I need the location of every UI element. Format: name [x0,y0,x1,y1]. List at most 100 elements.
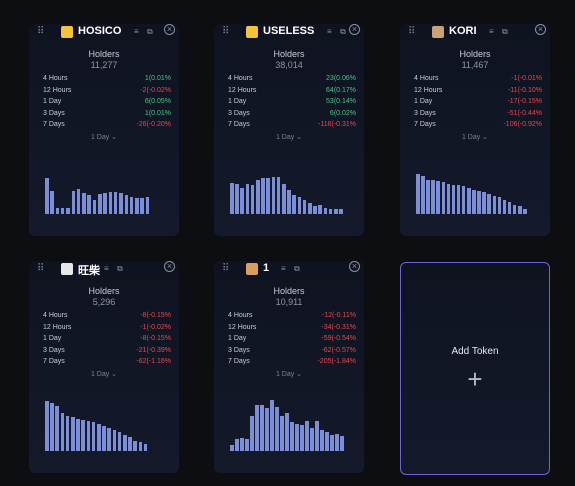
stat-change-value: 64(0.17% [326,86,356,94]
token-name: 1 [263,262,270,274]
chart-bar [108,192,113,214]
chart-bar [240,187,244,214]
menu-icon[interactable]: ≡ [134,27,139,36]
close-icon[interactable]: × [349,261,360,272]
holders-count: 10,911 [275,297,303,307]
stat-change-value: -17(-0.15% [507,98,542,105]
holders-label: Holders [459,49,491,59]
stat-period-label: 7 Days [228,121,250,128]
token-logo-icon [246,263,258,275]
close-icon[interactable]: × [164,24,175,35]
close-icon[interactable]: × [535,24,546,35]
stat-change-value: 6(0.02% [329,109,356,117]
chart-bar [340,435,344,451]
chart-bar [287,190,291,214]
stat-row: 3 Days 1(0.01% [43,110,171,122]
copy-icon[interactable]: ⧉ [117,264,123,273]
drag-handle-icon[interactable]: ⠿ [408,26,415,37]
period-dropdown[interactable]: 1 Day ⌄ [90,134,118,141]
chart-bar [140,198,144,214]
stat-period-label: 12 Hours [228,323,257,331]
chart-bar [300,425,304,451]
chart-bar [145,196,150,214]
holders-bar-chart [228,381,346,451]
period-dropdown[interactable]: 1 Day ⌄ [90,371,118,378]
menu-icon[interactable]: ≡ [281,264,286,273]
chart-bar [292,194,296,214]
chart-bar [87,195,91,214]
period-dropdown[interactable]: 1 Day ⌄ [275,134,303,141]
chart-bar [138,441,143,451]
holders-count: 38,014 [275,60,303,70]
stat-period-label: 1 Day [43,98,62,105]
stat-period-label: 7 Days [43,358,65,365]
token-card[interactable]: ⠿ HOSICO ≡ ⧉ × Holders 11,277 4 Hours 1(… [29,24,179,236]
stat-period-label: 1 Day [228,98,247,105]
token-logo-icon [61,263,73,275]
copy-icon[interactable]: ⧉ [340,27,346,36]
chart-bar [117,432,122,451]
holder-change-stats: 4 Hours -1(-0.01% 12 Hours -11(-0.10% 1 … [414,75,542,133]
chart-bar [261,178,265,214]
chart-bar [431,179,435,214]
drag-handle-icon[interactable]: ⠿ [37,26,44,37]
stat-change-value: -62(-0.57% [321,346,356,354]
plus-icon: + [467,364,483,394]
stat-change-value: -1(-0.01% [511,75,542,82]
stat-change-value: 23(0.06% [326,75,356,82]
stat-change-value: -62(-1.16% [136,358,171,365]
chart-bar [472,189,476,214]
chart-bar [128,437,132,451]
chart-bar [318,205,322,214]
stat-period-label: 4 Hours [43,312,68,319]
stat-row: 4 Hours 1(0.01% [43,75,171,87]
chart-bar [497,197,502,214]
period-dropdown[interactable]: 1 Day ⌄ [461,134,489,141]
copy-icon[interactable]: ⧉ [147,27,153,36]
stat-row: 7 Days -118(-0.31% [228,121,356,133]
menu-icon[interactable]: ≡ [104,264,109,273]
chart-bar [113,192,118,214]
chart-bar [112,430,117,451]
token-card[interactable]: ⠿ 旺柴 ≡ ⧉ × Holders 5,296 4 Hours -8(-0.1… [29,261,179,473]
chart-bar [441,182,446,214]
stat-row: 3 Days -62(-0.57% [228,347,356,359]
chart-bar [313,206,317,214]
stat-change-value: -59(-0.54% [321,335,356,342]
token-card[interactable]: ⠿ 1 ≡ ⧉ × Holders 10,911 4 Hours -12(-0.… [214,261,364,473]
add-token-card[interactable]: Add Token + [400,262,550,475]
copy-icon[interactable]: ⧉ [294,264,300,273]
stat-row: 3 Days -51(-0.44% [414,110,542,122]
drag-handle-icon[interactable]: ⠿ [37,263,44,274]
chart-bar [129,197,134,214]
chart-bar [50,190,54,214]
period-dropdown[interactable]: 1 Day ⌄ [275,371,303,378]
chart-bar [245,183,250,214]
close-icon[interactable]: × [164,261,175,272]
token-card[interactable]: ⠿ USELESS ≡ ⧉ × Holders 38,014 4 Hours 2… [214,24,364,236]
token-card[interactable]: ⠿ KORI ≡ ⧉ × Holders 11,467 4 Hours -1(-… [400,24,550,236]
stat-change-value: -118(-0.31% [317,121,356,128]
menu-icon[interactable]: ≡ [327,27,332,36]
chart-bar [302,200,307,214]
chart-bar [50,403,54,451]
close-icon[interactable]: × [349,24,360,35]
chart-bar [256,179,260,214]
chart-bar [339,208,343,214]
chart-bar [492,195,497,214]
stat-row: 12 Hours -2(-0.02% [43,87,171,99]
holders-label: Holders [88,286,120,296]
drag-handle-icon[interactable]: ⠿ [222,26,229,37]
chart-bar [240,438,244,451]
chart-bar [512,204,517,214]
drag-handle-icon[interactable]: ⠿ [222,263,229,274]
menu-icon[interactable]: ≡ [489,27,494,36]
stat-period-label: 7 Days [414,121,436,128]
chart-bar [482,191,486,214]
chart-bar [305,420,309,451]
chart-bar [295,424,299,451]
stat-row: 1 Day 6(0.05% [43,98,171,110]
stat-change-value: -2(-0.02% [140,86,171,94]
stat-row: 4 Hours 23(0.06% [228,75,356,87]
copy-icon[interactable]: ⧉ [502,27,508,36]
